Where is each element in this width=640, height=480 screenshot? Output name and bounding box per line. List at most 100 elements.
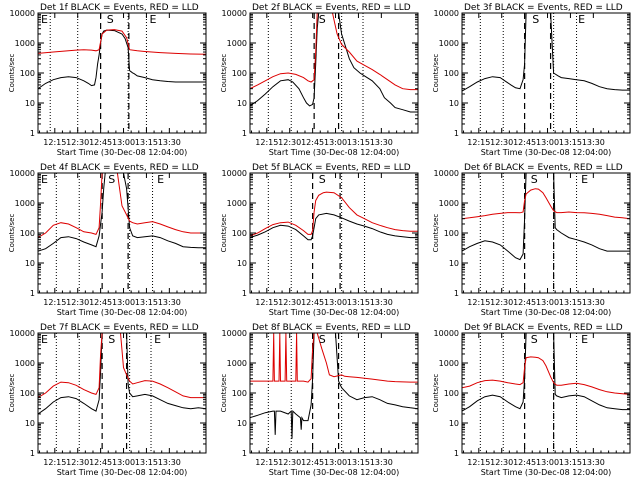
x-tick-label: 12:15	[467, 138, 490, 147]
y-tick-label: 1	[30, 129, 35, 138]
x-tick-label: 12:15	[43, 298, 66, 307]
events-series-line	[553, 173, 630, 252]
y-tick-label: 10	[237, 259, 247, 268]
marker-label-e2: E	[149, 13, 156, 26]
x-axis-label: Start Time (30-Dec-08 12:04:00)	[481, 308, 612, 317]
x-tick-label: 12:30	[66, 298, 89, 307]
x-tick-label: 12:15	[467, 298, 490, 307]
y-tick-label: 10	[25, 419, 35, 428]
series-group	[38, 29, 206, 90]
marker-label-s: S	[319, 333, 326, 346]
x-tick-label: 12:30	[490, 138, 513, 147]
events-series-line	[462, 13, 527, 92]
x-tick-label: 13:15	[135, 298, 158, 307]
y-tick-label: 1000	[439, 359, 459, 368]
x-tick-label: 13:15	[559, 138, 582, 147]
x-tick-label: 13:30	[370, 138, 393, 147]
events-series-line	[550, 13, 630, 91]
y-tick-label: 100	[444, 229, 459, 238]
y-axis-label: Counts/sec	[8, 214, 16, 253]
y-tick-label: 1000	[227, 359, 247, 368]
x-tick-label: 13:15	[135, 138, 158, 147]
y-axis-label: Counts/sec	[432, 54, 440, 93]
x-axis-label: Start Time (30-Dec-08 12:04:00)	[57, 148, 188, 157]
y-tick-label: 10000	[10, 329, 35, 338]
panel-title: Det 5f BLACK = Events, RED = LLD	[252, 163, 411, 173]
marker-label-e2: E	[154, 333, 161, 346]
x-tick-label: 13:15	[559, 298, 582, 307]
x-tick-label: 13:15	[347, 138, 370, 147]
x-tick-label: 12:15	[43, 458, 66, 467]
lld-series-line	[250, 333, 315, 383]
x-tick-label: 13:00	[324, 138, 347, 147]
panel-title: Det 8f BLACK = Events, RED = LLD	[252, 323, 411, 333]
marker-label-s: S	[107, 13, 114, 26]
y-tick-label: 10000	[222, 169, 247, 178]
x-tick-label: 12:45	[513, 298, 536, 307]
x-tick-label: 12:45	[301, 138, 324, 147]
events-series-line	[462, 173, 527, 261]
x-tick-label: 13:00	[112, 298, 135, 307]
events-series-line	[38, 333, 103, 415]
events-series-line	[38, 173, 106, 252]
y-tick-label: 1	[242, 129, 247, 138]
x-tick-label: 13:15	[135, 458, 158, 467]
x-tick-label: 13:15	[559, 458, 582, 467]
y-tick-label: 1000	[227, 39, 247, 48]
y-tick-label: 10000	[222, 9, 247, 18]
y-tick-label: 10000	[10, 9, 35, 18]
panel-title: Det 9f BLACK = Events, RED = LLD	[464, 323, 623, 333]
lld-series-line	[120, 333, 206, 399]
lld-series-line	[250, 191, 418, 237]
marker-label-e1: E	[41, 173, 48, 186]
y-tick-label: 1	[30, 449, 35, 458]
series-group	[462, 173, 630, 261]
y-tick-label: 10000	[222, 329, 247, 338]
events-series-line	[335, 333, 418, 410]
x-tick-label: 13:30	[582, 138, 605, 147]
y-axis-label: Counts/sec	[432, 374, 440, 413]
events-series-line	[126, 333, 206, 410]
y-tick-label: 100	[232, 229, 247, 238]
y-tick-label: 1	[454, 289, 459, 298]
lld-series-line	[38, 29, 206, 55]
x-tick-label: 12:30	[278, 458, 301, 467]
x-axis-label: Start Time (30-Dec-08 12:04:00)	[481, 148, 612, 157]
marker-label-s: S	[531, 333, 538, 346]
y-tick-label: 10000	[434, 9, 459, 18]
x-tick-label: 12:15	[43, 138, 66, 147]
panel-title: Det 2f BLACK = Events, RED = LLD	[252, 3, 411, 13]
y-tick-label: 1	[30, 289, 35, 298]
x-tick-label: 13:00	[536, 138, 559, 147]
y-tick-label: 10	[449, 99, 459, 108]
y-tick-label: 100	[444, 389, 459, 398]
y-tick-label: 10	[449, 259, 459, 268]
series-group	[38, 173, 206, 252]
y-tick-label: 10	[237, 99, 247, 108]
x-tick-label: 12:30	[490, 458, 513, 467]
marker-label-e1: E	[41, 13, 48, 26]
lld-series-line	[462, 188, 630, 220]
marker-label-e2: E	[578, 13, 585, 26]
marker-label-s: S	[108, 173, 115, 186]
x-tick-label: 13:15	[347, 298, 370, 307]
panel-title: Det 7f BLACK = Events, RED = LLD	[40, 323, 199, 333]
y-tick-label: 10	[449, 419, 459, 428]
x-tick-label: 12:45	[89, 138, 112, 147]
x-tick-label: 12:45	[513, 138, 536, 147]
x-tick-label: 13:00	[324, 298, 347, 307]
x-tick-label: 12:15	[467, 458, 490, 467]
x-axis-label: Start Time (30-Dec-08 12:04:00)	[269, 148, 400, 157]
series-group	[462, 13, 630, 92]
x-tick-label: 13:00	[536, 298, 559, 307]
x-tick-label: 12:30	[490, 298, 513, 307]
marker-label-s: S	[532, 13, 539, 26]
lld-series-line	[316, 333, 418, 383]
x-tick-label: 13:00	[536, 458, 559, 467]
y-axis-label: Counts/sec	[432, 214, 440, 253]
marker-label-e2: E	[581, 333, 588, 346]
